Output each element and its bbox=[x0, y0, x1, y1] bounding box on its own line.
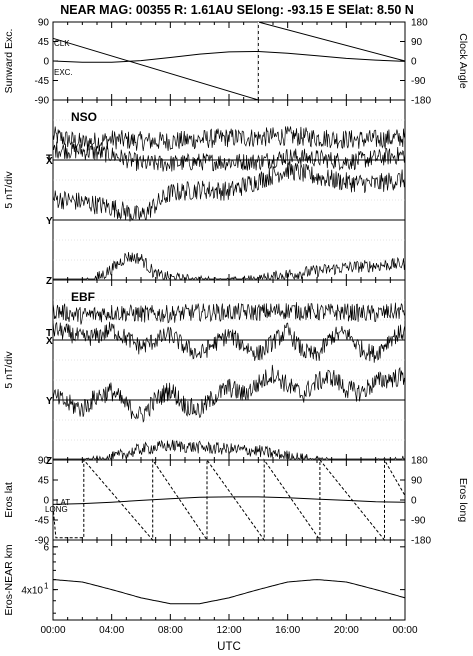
component-label-t: T bbox=[46, 328, 52, 339]
y-tick-label-right: 180 bbox=[411, 456, 428, 467]
annotation-lat: LAT bbox=[56, 498, 70, 507]
y-tick-label-right: 180 bbox=[411, 18, 428, 29]
y-axis-label-left: Sunward Exc. bbox=[3, 29, 15, 94]
y-tick-label-right: 0 bbox=[411, 57, 417, 68]
component-trace-x bbox=[52, 141, 406, 172]
y-tick-label-left: -45 bbox=[35, 76, 50, 87]
panel-title: EBF bbox=[71, 290, 95, 304]
y-axis-label-left: Eros lat bbox=[3, 482, 15, 518]
y-axis-label-right: Eros long bbox=[457, 478, 469, 523]
x-axis-label: UTC bbox=[217, 641, 241, 653]
component-trace-t bbox=[52, 126, 406, 152]
annotation-exc: EXC. bbox=[54, 68, 73, 77]
y-tick-label-left: 45 bbox=[38, 37, 50, 48]
series-line-exc- bbox=[52, 50, 406, 63]
y-tick-label-left: 0 bbox=[43, 57, 49, 68]
series-line-lat bbox=[52, 496, 406, 505]
y-tick-label-right: -90 bbox=[411, 76, 426, 87]
figure-title: NEAR MAG: 00355 R: 1.61AU SElong: -93.15… bbox=[60, 3, 414, 17]
x-tick-label: 00:00 bbox=[392, 625, 417, 636]
component-trace-t bbox=[52, 302, 406, 325]
y-tick-label-right: 90 bbox=[411, 476, 423, 487]
y-tick-label-left: 90 bbox=[38, 456, 50, 467]
panels-layer: 90 45 0 -45 -90 180 90 0 -90 -180 Sunward Exc. Cloc… bbox=[3, 18, 469, 621]
utc-axis: 00:00 04:00 08:00 12:00 16:00 20:00 00:00 UTC bbox=[40, 625, 417, 653]
component-trace-y bbox=[52, 160, 406, 222]
y-axis-label-right: Clock Angle bbox=[457, 33, 469, 89]
component-label-x: X bbox=[46, 336, 53, 347]
y-tick-label-left: -45 bbox=[35, 516, 50, 527]
component-label-y: Y bbox=[46, 396, 53, 407]
y-tick-exponent: 1 bbox=[44, 582, 49, 591]
x-tick-label: 20:00 bbox=[334, 625, 359, 636]
component-label-x: X bbox=[46, 156, 53, 167]
component-trace-z bbox=[53, 439, 406, 460]
y-tick-label-left: -90 bbox=[35, 96, 50, 107]
y-tick-label: 4x10 bbox=[21, 586, 43, 597]
y-tick-label: 6 bbox=[43, 542, 49, 553]
y-tick-label-right: 90 bbox=[411, 37, 423, 48]
component-trace-z bbox=[53, 251, 406, 281]
x-tick-label: 00:00 bbox=[40, 625, 65, 636]
panel-frame bbox=[52, 21, 406, 101]
y-tick-label-left: 0 bbox=[43, 496, 49, 507]
component-trace-y bbox=[52, 364, 406, 423]
panel-frame bbox=[52, 539, 406, 621]
y-tick-label-right: -90 bbox=[411, 516, 426, 527]
x-tick-label: 08:00 bbox=[158, 625, 183, 636]
y-axis-label: 5 nT/div bbox=[3, 171, 15, 209]
component-label-z: Z bbox=[46, 456, 52, 467]
component-label-z: Z bbox=[46, 276, 52, 287]
component-trace-x bbox=[52, 320, 406, 363]
component-label-t: T bbox=[46, 153, 52, 164]
x-tick-label: 04:00 bbox=[99, 625, 124, 636]
annotation-clk: CLK bbox=[54, 39, 70, 48]
y-tick-label-right: 0 bbox=[411, 496, 417, 507]
y-tick-label-left: -90 bbox=[35, 536, 50, 547]
series-line-clk bbox=[52, 21, 406, 101]
y-tick-label-left: 45 bbox=[38, 476, 50, 487]
series-line-long bbox=[52, 458, 406, 542]
y-axis-label: 5 nT/div bbox=[3, 351, 15, 389]
distance-line bbox=[52, 579, 406, 605]
y-tick-label-left: 90 bbox=[38, 18, 50, 29]
y-tick-label-right: -180 bbox=[411, 96, 431, 107]
panel-title: NSO bbox=[71, 110, 97, 124]
x-tick-label: 16:00 bbox=[275, 625, 300, 636]
y-tick-label-right: -180 bbox=[411, 536, 431, 547]
y-axis-label: Eros-NEAR km bbox=[3, 544, 15, 615]
x-tick-label: 12:00 bbox=[216, 625, 241, 636]
component-label-y: Y bbox=[46, 216, 53, 227]
annotation-long: LONG bbox=[45, 505, 68, 514]
